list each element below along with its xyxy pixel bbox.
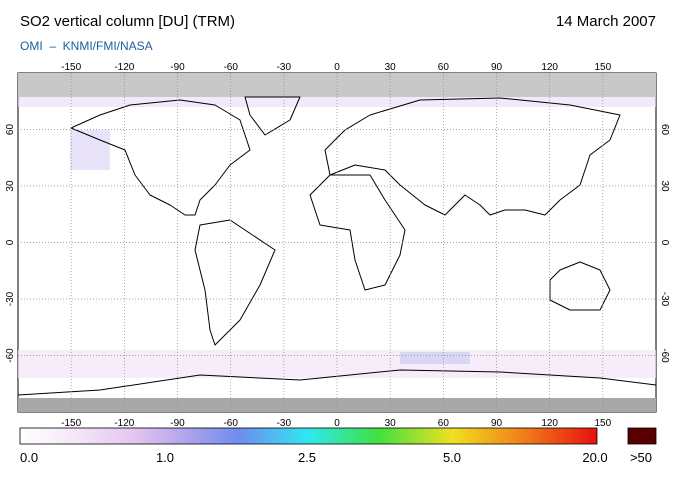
lon-label: -150 (61, 418, 81, 429)
polar-night-south (18, 398, 656, 412)
lat-label: 30 (5, 180, 16, 192)
lon-label: -60 (223, 418, 238, 429)
lon-label: 0 (334, 62, 340, 73)
lon-label: 150 (594, 62, 611, 73)
lat-label: -60 (659, 348, 670, 363)
lon-label: 30 (385, 62, 397, 73)
lon-label: -120 (114, 418, 134, 429)
lon-label: -60 (223, 62, 238, 73)
lat-label: -30 (5, 291, 16, 306)
lat-label: -60 (5, 348, 16, 363)
lon-label: 60 (438, 418, 450, 429)
colorbar-overflow-label: >50 (630, 450, 652, 465)
so2-signal (400, 352, 470, 364)
title: SO2 vertical column [DU] (TRM) (20, 13, 235, 30)
lon-label: -120 (114, 62, 134, 73)
lon-label: 150 (594, 418, 611, 429)
lat-label: 0 (659, 240, 670, 246)
colorbar-label: 0.0 (20, 450, 38, 465)
lon-label: 30 (385, 418, 397, 429)
lon-label: -90 (170, 62, 185, 73)
south-america (194, 219, 276, 346)
lon-label: -90 (170, 418, 185, 429)
lon-label: 120 (541, 418, 558, 429)
lat-label: -30 (659, 292, 670, 307)
greenland (244, 96, 301, 136)
lat-label: 0 (5, 239, 16, 245)
credit: OMI – KNMI/FMI/NASA (20, 39, 153, 53)
colorbar-overflow (627, 427, 657, 445)
lon-label: 90 (491, 418, 503, 429)
colorbar-label: 20.0 (582, 450, 607, 465)
lon-label: 0 (334, 418, 340, 429)
so2-signal (18, 97, 656, 107)
lat-label: 60 (5, 124, 16, 136)
lon-label: -30 (277, 418, 292, 429)
antarctica (17, 369, 657, 396)
colorbar-label: 1.0 (156, 450, 174, 465)
lon-label: -150 (61, 62, 81, 73)
eurasia (324, 97, 621, 216)
africa (309, 174, 406, 291)
lat-label: 30 (659, 180, 670, 192)
date: 14 March 2007 (556, 13, 656, 30)
lon-label: -30 (277, 62, 292, 73)
lon-label: 120 (541, 62, 558, 73)
north-america (70, 99, 251, 216)
lon-label: 90 (491, 62, 503, 73)
colorbar-label: 5.0 (443, 450, 461, 465)
colorbar-label: 2.5 (298, 450, 316, 465)
lon-label: 60 (438, 62, 450, 73)
colorbar (19, 427, 598, 445)
so2-signal (70, 130, 110, 170)
lat-label: 60 (659, 124, 670, 136)
